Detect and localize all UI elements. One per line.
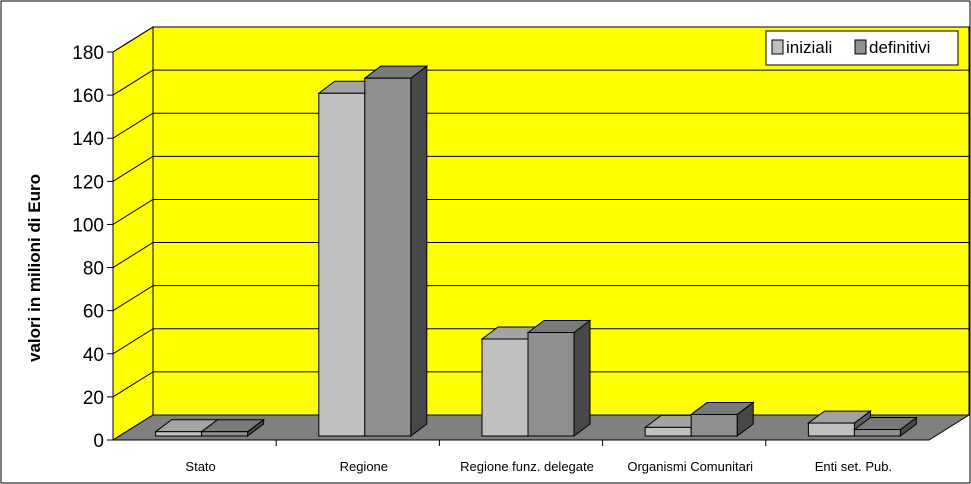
gridline-side <box>112 242 154 268</box>
gridline-side <box>112 199 154 225</box>
side-wall <box>112 26 154 441</box>
bars <box>154 65 918 437</box>
bar-front <box>527 332 575 437</box>
y-axis-label: valori in milioni di Euro <box>25 174 44 362</box>
bar-front <box>690 413 738 437</box>
gridline-side <box>112 155 154 182</box>
y-tick-label: 60 <box>83 302 104 323</box>
bar-front <box>481 338 529 437</box>
bar-front <box>807 422 855 437</box>
y-tick-label: 40 <box>83 345 104 366</box>
x-tick-label: Stato <box>185 459 215 474</box>
y-tick-label: 100 <box>72 215 104 236</box>
bar-definitivi-regione <box>363 65 429 437</box>
gridline-side <box>112 371 154 398</box>
gridline-side <box>112 69 154 96</box>
y-tick-labels: 0 20 40 60 80 100 120 140 160 180 <box>72 43 104 452</box>
bar-definitivi-enti-set-pub <box>852 416 918 437</box>
x-tick-label: Regione funz. delegate <box>460 459 594 474</box>
y-tick-label: 120 <box>72 172 104 193</box>
y-tick-label: 160 <box>72 86 104 107</box>
legend-swatch-definitivi <box>854 39 867 55</box>
bar-front <box>318 92 366 437</box>
gridline-side <box>112 26 154 53</box>
bar-side <box>573 319 591 437</box>
y-tick-label: 180 <box>72 43 104 64</box>
x-tick-label: Regione <box>340 459 388 474</box>
bar-definitivi-regione-funz-delegate <box>526 319 592 437</box>
gridline-side <box>112 285 154 312</box>
bar-front <box>201 431 249 437</box>
bar-definitivi-organismi-comunitari <box>689 401 755 437</box>
bar-front <box>155 431 203 437</box>
bar-front <box>853 429 901 437</box>
y-tick-label: 0 <box>93 431 104 452</box>
x-tick-label: Organismi Comunitari <box>627 459 753 474</box>
x-tick-label: Enti set. Pub. <box>815 459 892 474</box>
axes <box>107 51 929 446</box>
legend: iniziali definitivi <box>765 30 959 66</box>
x-tick-labels: Stato Regione Regione funz. delegate Organi… <box>185 459 892 474</box>
y-tick-label: 140 <box>72 129 104 150</box>
bar-front <box>364 77 412 437</box>
legend-label-iniziali: iniziali <box>786 38 832 57</box>
y-tick-label: 80 <box>83 259 104 280</box>
gridline-side <box>112 112 154 139</box>
bar-side <box>410 65 428 437</box>
legend-label-definitivi: definitivi <box>869 38 930 57</box>
y-tick-label: 20 <box>83 388 104 409</box>
gridline-side <box>112 328 154 355</box>
bar-front <box>644 426 692 437</box>
bar-definitivi-stato <box>200 418 266 437</box>
legend-swatch-iniziali <box>771 39 784 55</box>
